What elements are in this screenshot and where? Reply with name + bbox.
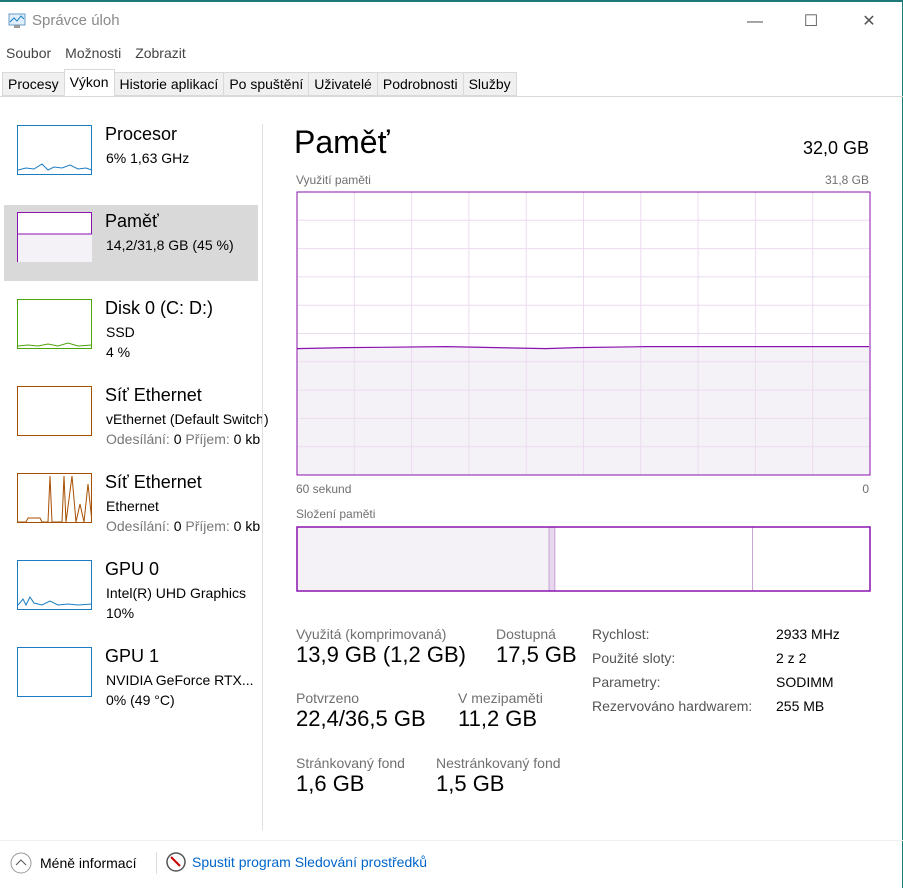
- sidebar-thumbnail-graph: [17, 299, 93, 349]
- total-memory: 32,0 GB: [802, 138, 869, 158]
- composition-modified: [548, 526, 556, 592]
- sidebar-thumbnail-graph: [17, 473, 93, 523]
- footer-divider: [0, 840, 903, 841]
- footer-separator: [156, 852, 157, 874]
- tab-procesy[interactable]: Procesy: [2, 72, 65, 96]
- graph-max: 31,8 GB: [824, 173, 869, 187]
- property-value: 2 z 2: [776, 650, 807, 666]
- resource-monitor-icon: [166, 852, 186, 872]
- menu-moznosti[interactable]: Možnosti: [65, 45, 122, 61]
- sidebar-thumbnail-graph: [17, 560, 93, 610]
- composition-used: [296, 526, 550, 592]
- sidebar-item-1[interactable]: Paměť 14,2/31,8 GB (45 %): [4, 205, 258, 281]
- stat-paged-pool: Stránkovaný fond 1,6 GB: [296, 755, 405, 796]
- sidebar-item-2[interactable]: Disk 0 (C: D:) SSD 4 %: [4, 292, 258, 368]
- property-value: 255 MB: [776, 698, 825, 714]
- property-label: Rezervováno hardwarem:: [592, 698, 753, 714]
- page-title: Paměť: [294, 124, 390, 160]
- tab-po-spusteni[interactable]: Po spuštění: [223, 72, 310, 96]
- menu-soubor[interactable]: Soubor: [6, 45, 52, 61]
- usage-line: [296, 346, 869, 350]
- composition-label: Složení paměti: [296, 507, 376, 521]
- stat-cached: V mezipaměti 11,2 GB: [458, 690, 543, 731]
- sidebar-thumbnail-graph: [17, 125, 93, 175]
- composition-free: [752, 526, 871, 592]
- sidebar-thumbnail-graph: [17, 647, 92, 697]
- sidebar-thumbnail-graph: [17, 212, 92, 262]
- menu-bar: Soubor Možnosti Zobrazit: [6, 45, 186, 61]
- close-button[interactable]: ✕: [862, 13, 876, 30]
- graph-border: [296, 191, 871, 476]
- task-manager-icon: [8, 13, 26, 28]
- chevron-up-icon: [10, 852, 32, 874]
- memory-composition-bar: [296, 526, 871, 592]
- tab-podrobnosti[interactable]: Podrobnosti: [376, 72, 464, 96]
- menu-zobrazit[interactable]: Zobrazit: [135, 45, 186, 61]
- tab-divider: [0, 96, 903, 97]
- stat-available: Dostupná 17,5 GB: [496, 626, 577, 667]
- property-value: SODIMM: [776, 674, 834, 690]
- composition-standby: [554, 526, 754, 592]
- stat-committed: Potvrzeno 22,4/36,5 GB: [296, 690, 426, 731]
- minimize-button[interactable]: —: [747, 13, 763, 30]
- stat-nonpaged-pool: Nestránkovaný fond 1,5 GB: [436, 755, 561, 796]
- sidebar-item-4[interactable]: Síť Ethernet Ethernet Odesílání: 0 Příjem…: [4, 466, 260, 542]
- maximize-button[interactable]: ☐: [803, 13, 819, 30]
- tab-historie[interactable]: Historie aplikací: [113, 72, 225, 96]
- graph-label: Využití paměti: [296, 173, 371, 187]
- memory-usage-graph: [296, 191, 871, 476]
- sidebar-item-6[interactable]: GPU 1 NVIDIA GeForce RTX... 0% (49 °C): [4, 640, 258, 716]
- property-label: Použité sloty:: [592, 650, 676, 666]
- sidebar-item-3[interactable]: Síť Ethernet vEthernet (Default Switch) O…: [4, 379, 269, 455]
- window-title: Správce úloh: [8, 12, 120, 29]
- resource-monitor-link[interactable]: Spustit program Sledování prostředků: [166, 852, 427, 872]
- sidebar-item-5[interactable]: GPU 0 Intel(R) UHD Graphics 10%: [4, 553, 258, 629]
- time-left: 60 sekund: [296, 482, 352, 496]
- property-label: Rychlost:: [592, 626, 650, 642]
- tab-vykon[interactable]: Výkon: [63, 69, 115, 95]
- time-right: 0: [862, 482, 869, 496]
- property-value: 2933 MHz: [776, 626, 840, 642]
- composition-border: [296, 526, 871, 592]
- fewer-details-button[interactable]: Méně informací: [10, 852, 136, 874]
- tab-uzivatele[interactable]: Uživatelé: [308, 72, 378, 96]
- sidebar-thumbnail-graph: [17, 386, 92, 436]
- tab-bar: Procesy Výkon Historie aplikací Po spušt…: [2, 69, 517, 98]
- tab-sluzby[interactable]: Služby: [462, 72, 517, 96]
- sidebar-divider: [262, 124, 263, 830]
- stat-used: Využitá (komprimovaná) 13,9 GB (1,2 GB): [296, 626, 466, 667]
- sidebar-item-0[interactable]: Procesor 6% 1,63 GHz: [4, 118, 258, 194]
- property-label: Parametry:: [592, 674, 661, 690]
